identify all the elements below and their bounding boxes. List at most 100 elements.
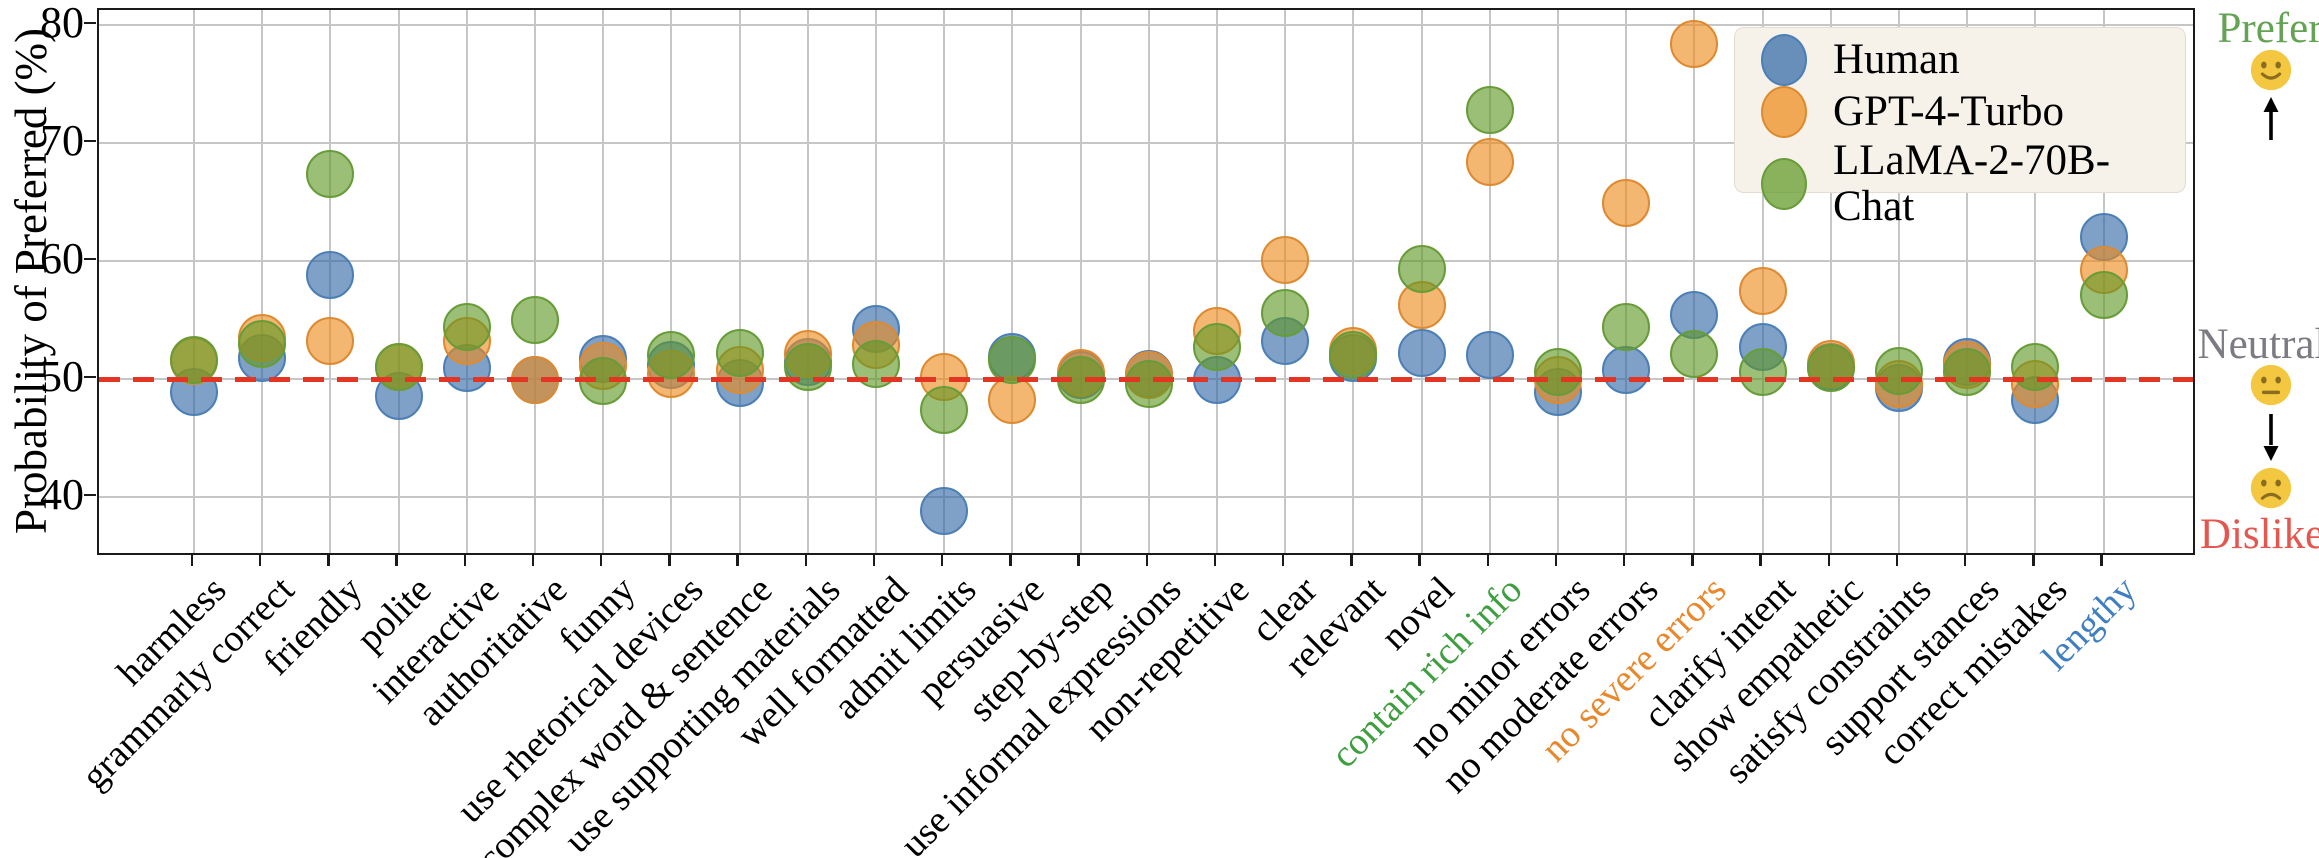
legend-marker-dot	[1761, 34, 1807, 86]
x-tick-mark	[1213, 555, 1217, 566]
x-tick-mark	[1554, 555, 1558, 566]
v-gridline	[465, 10, 468, 553]
y-tick-label: 60	[40, 234, 84, 283]
v-gridline	[1216, 10, 1218, 553]
prefer-label: Prefer	[2217, 5, 2319, 52]
data-point-human	[1602, 345, 1651, 394]
data-point-llama-2-70b-chat	[1670, 330, 1719, 379]
h-gridline	[99, 24, 2193, 26]
legend-item: Human	[1735, 34, 2185, 86]
v-gridline	[602, 10, 605, 553]
x-tick-mark	[872, 555, 876, 566]
v-gridline	[1488, 10, 1491, 553]
legend-item-label: LLaMA-2-70B-Chat	[1833, 137, 2111, 230]
x-tick-mark	[2100, 555, 2103, 566]
legend: Human GPT-4-Turbo LLaMA-2-70B-Chat	[1734, 27, 2186, 230]
data-point-gpt-4-turbo	[1261, 235, 1310, 284]
v-gridline	[1693, 10, 1696, 553]
x-tick-mark	[190, 555, 194, 566]
y-tick-label: 40	[40, 470, 84, 519]
neutral-face-icon	[2249, 363, 2293, 412]
v-gridline	[1966, 10, 1969, 553]
data-point-llama-2-70b-chat	[1875, 346, 1923, 395]
y-tick-mark	[84, 375, 96, 379]
x-tick-mark	[258, 555, 262, 566]
y-tick-mark	[84, 139, 96, 143]
v-gridline	[1352, 10, 1355, 553]
baseline-50pct	[99, 376, 2193, 382]
v-gridline	[875, 10, 877, 553]
x-tick-mark	[1622, 555, 1626, 566]
v-gridline	[670, 10, 673, 553]
data-point-llama-2-70b-chat	[442, 303, 491, 352]
data-point-llama-2-70b-chat	[1534, 347, 1582, 396]
x-tick-mark	[1827, 555, 1831, 566]
data-point-human	[1397, 329, 1446, 378]
x-tick-mark	[395, 555, 398, 566]
v-gridline	[193, 10, 195, 553]
x-tick-mark	[2032, 555, 2035, 566]
v-gridline	[397, 10, 400, 553]
v-gridline	[2034, 10, 2037, 553]
y-tick-label: 70	[40, 116, 84, 165]
h-gridline	[99, 260, 2193, 262]
x-tick-mark	[804, 555, 808, 566]
data-point-gpt-4-turbo	[306, 317, 355, 366]
y-tick-mark	[84, 493, 96, 497]
legend-item-label: GPT-4-Turbo	[1833, 88, 2064, 135]
v-gridline	[1829, 10, 1832, 553]
data-point-llama-2-70b-chat	[1738, 347, 1787, 396]
data-point-gpt-4-turbo	[1738, 266, 1787, 315]
legend-item-label: Human	[1833, 36, 1960, 83]
x-tick-mark	[1009, 555, 1012, 566]
data-point-llama-2-70b-chat	[647, 331, 696, 380]
x-tick-mark	[1350, 555, 1353, 566]
h-gridline	[99, 142, 2193, 144]
v-gridline	[1147, 10, 1150, 553]
data-point-llama-2-70b-chat	[920, 385, 969, 434]
v-gridline	[806, 10, 809, 553]
data-point-llama-2-70b-chat	[1602, 303, 1651, 352]
data-point-llama-2-70b-chat	[988, 336, 1037, 385]
x-tick-mark	[327, 555, 330, 566]
dislike-label: Dislike	[2199, 511, 2319, 558]
legend-marker-dot	[1761, 158, 1807, 210]
v-gridline	[1079, 10, 1082, 553]
data-point-llama-2-70b-chat	[1465, 85, 1514, 134]
x-tick-mark	[463, 555, 467, 566]
x-tick-mark	[1145, 555, 1149, 566]
data-point-llama-2-70b-chat	[1193, 323, 1241, 372]
x-tick-mark	[1281, 555, 1285, 566]
data-point-gpt-4-turbo	[1602, 179, 1651, 228]
x-tick-mark	[1077, 555, 1080, 566]
data-point-llama-2-70b-chat	[1806, 344, 1855, 393]
data-point-llama-2-70b-chat	[511, 296, 559, 344]
x-tick-mark	[599, 555, 603, 566]
legend-item: LLaMA-2-70B-Chat	[1735, 138, 2185, 230]
data-point-llama-2-70b-chat	[1943, 347, 1992, 396]
y-tick-mark	[84, 257, 96, 261]
data-point-llama-2-70b-chat	[715, 329, 764, 378]
data-point-llama-2-70b-chat	[1397, 245, 1446, 294]
v-gridline	[738, 10, 741, 553]
smiling-face-icon	[2249, 48, 2293, 97]
data-point-llama-2-70b-chat	[783, 343, 832, 392]
h-gridline	[99, 496, 2193, 498]
v-gridline	[1011, 10, 1014, 553]
data-point-llama-2-70b-chat	[306, 149, 355, 198]
data-point-human	[1465, 331, 1514, 380]
y-tick-mark	[84, 21, 96, 25]
x-tick-mark	[1895, 555, 1899, 566]
x-tick-mark	[1486, 555, 1490, 566]
y-tick-label: 80	[40, 0, 84, 47]
data-point-gpt-4-turbo	[1670, 19, 1719, 68]
frowning-face-icon	[2249, 466, 2293, 515]
y-tick-label: 50	[40, 352, 84, 401]
x-tick-mark	[668, 555, 671, 566]
arrow-down-icon	[2256, 412, 2286, 467]
v-gridline	[1898, 10, 1900, 553]
x-tick-mark	[940, 555, 944, 566]
data-point-llama-2-70b-chat	[1124, 359, 1173, 408]
data-point-human	[920, 487, 969, 536]
